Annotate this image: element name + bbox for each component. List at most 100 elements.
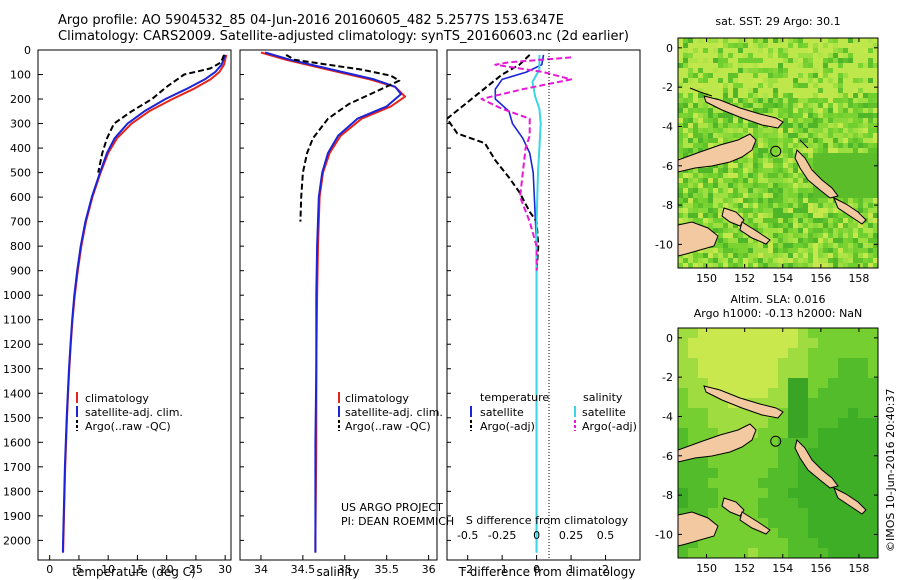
heatmap-cell: [688, 143, 694, 149]
heatmap-cell: [828, 128, 834, 134]
heatmap-cell: [838, 78, 844, 84]
heatmap-cell: [783, 223, 789, 229]
heatmap-cell: [818, 518, 829, 529]
heatmap-cell: [758, 93, 764, 99]
island-chain-land-2: [739, 511, 771, 535]
heatmap-cell: [798, 498, 809, 509]
heatmap-cell: [703, 88, 709, 94]
heatmap-cell: [858, 208, 864, 214]
heatmap-cell: [773, 213, 779, 219]
heatmap-cell: [688, 258, 694, 264]
heatmap-cell: [783, 198, 789, 204]
heatmap-cell: [778, 498, 789, 509]
heatmap-cell: [863, 223, 869, 229]
heatmap-cell: [848, 133, 854, 139]
heatmap-cell: [678, 178, 684, 184]
salinity-series: [260, 51, 407, 553]
heatmap-cell: [803, 118, 809, 124]
heatmap-cell: [783, 128, 789, 134]
heatmap-cell: [863, 233, 869, 239]
heatmap-cell: [808, 418, 819, 429]
heatmap-cell: [788, 43, 794, 49]
heatmap-cell: [798, 178, 804, 184]
heatmap-cell: [718, 48, 724, 54]
heatmap-cell: [833, 73, 839, 79]
temperature-series: [61, 54, 228, 553]
heatmap-cell: [788, 508, 799, 519]
heatmap-cell: [683, 83, 689, 89]
heatmap-cell: [788, 378, 799, 389]
png-south-land: [678, 221, 719, 257]
heatmap-cell: [808, 338, 819, 349]
heatmap-cell: [753, 148, 759, 154]
island-group-land-2: [721, 497, 745, 517]
heatmap-cell: [753, 128, 759, 134]
heatmap-cell: [758, 338, 769, 349]
heatmap-cell: [843, 253, 849, 259]
heatmap-cell: [873, 93, 878, 99]
heatmap-cell: [828, 253, 834, 259]
heatmap-cell: [748, 478, 759, 489]
heatmap-cell: [813, 143, 819, 149]
heatmap-cell: [768, 193, 774, 199]
heatmap-cell: [803, 228, 809, 234]
heatmap-cell: [708, 113, 714, 119]
heatmap-cell: [868, 203, 874, 209]
heatmap-cell: [693, 148, 699, 154]
heatmap-cell: [758, 228, 764, 234]
heatmap-cell: [848, 118, 854, 124]
heatmap-cell: [748, 123, 754, 129]
heatmap-cell: [858, 548, 869, 558]
heatmap-cell: [853, 143, 859, 149]
heatmap-cell: [743, 218, 749, 224]
heatmap-cell: [748, 488, 759, 499]
heatmap-cell: [823, 238, 829, 244]
heatmap-cell: [713, 123, 719, 129]
heatmap-cell: [813, 133, 819, 139]
heatmap-cell: [763, 213, 769, 219]
heatmap-cell: [768, 548, 779, 558]
heatmap-cell: [768, 103, 774, 109]
heatmap-cell: [783, 78, 789, 84]
heatmap-cell: [693, 48, 699, 54]
heatmap-cell: [818, 368, 829, 379]
heatmap-cell: [853, 53, 859, 59]
heatmap-cell: [858, 458, 869, 469]
heatmap-cell: [833, 233, 839, 239]
heatmap-cell: [743, 198, 749, 204]
heatmap-cell: [708, 43, 714, 49]
heatmap-cell: [848, 518, 859, 529]
heatmap-cell: [763, 198, 769, 204]
heatmap-cell: [708, 378, 719, 389]
heatmap-cell: [748, 548, 759, 558]
heatmap-cell: [858, 128, 864, 134]
heatmap-cell: [813, 88, 819, 94]
heatmap-cell: [868, 348, 878, 359]
heatmap-cell: [763, 253, 769, 259]
heatmap-cell: [698, 488, 709, 499]
heatmap-cell: [748, 88, 754, 94]
solomon-island-land: [833, 196, 867, 225]
heatmap-cell: [703, 258, 709, 264]
heatmap-cell: [708, 248, 714, 254]
heatmap-cell: [763, 193, 769, 199]
heatmap-cell: [838, 448, 849, 459]
heatmap-cell: [828, 63, 834, 69]
heatmap-cell: [813, 223, 819, 229]
heatmap-cell: [778, 458, 789, 469]
heatmap-cell: [808, 58, 814, 64]
heatmap-cell: [838, 258, 844, 264]
heatmap-cell: [773, 58, 779, 64]
heatmap-cell: [853, 153, 859, 159]
heatmap-cell: [843, 248, 849, 254]
s-difference-axis-label: S difference from climatology: [466, 514, 629, 527]
x-tick-label: -2: [462, 563, 473, 576]
heatmap-cell: [748, 208, 754, 214]
heatmap-cell: [753, 248, 759, 254]
heatmap-cell: [748, 253, 754, 259]
heatmap-cell: [688, 133, 694, 139]
heatmap-cell: [708, 218, 714, 224]
heatmap-cell: [848, 163, 854, 169]
heatmap-cell: [693, 68, 699, 74]
heatmap-cell: [868, 108, 874, 114]
